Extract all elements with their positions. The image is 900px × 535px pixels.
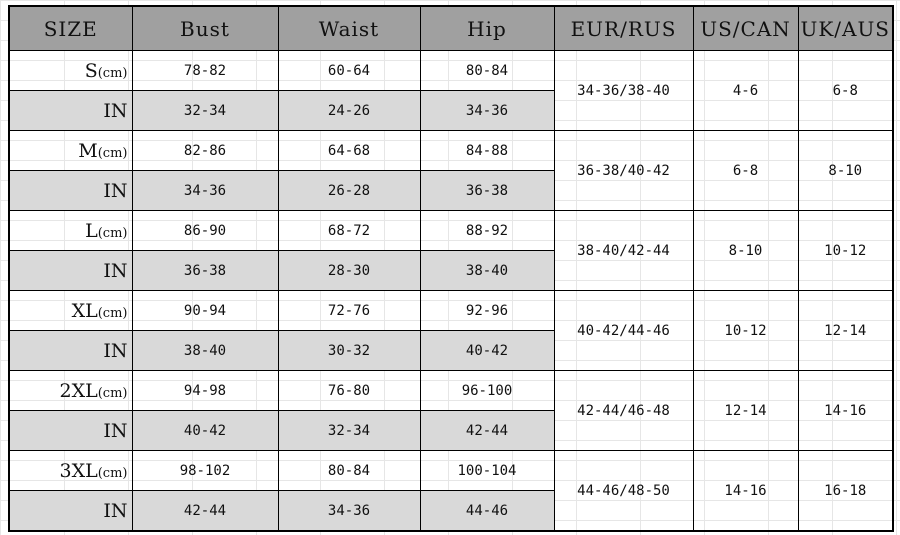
- bust-in-cell: 38-40: [131, 330, 279, 371]
- bust-cm-cell: 86-90: [131, 210, 279, 251]
- size-chart-table: SIZE Bust Waist Hip EUR/RUS US/CAN UK/AUS S(cm…: [8, 5, 894, 532]
- hip-in-cell: 42-44: [419, 410, 555, 451]
- bust-cm-cell: 90-94: [131, 290, 279, 331]
- waist-cm-cell: 76-80: [277, 370, 421, 411]
- hip-cm-cell: 88-92: [419, 210, 555, 251]
- size-row-inch: IN 38-40 30-32 40-42: [8, 330, 893, 371]
- inch-label: IN: [8, 490, 133, 532]
- hip-cm-cell: 100-104: [419, 450, 555, 491]
- waist-cm-cell: 68-72: [277, 210, 421, 251]
- size-row-inch: IN 36-38 28-30 38-40: [8, 250, 893, 291]
- eur-rus-cell: 38-40/42-44: [553, 210, 694, 291]
- waist-in-cell: 30-32: [277, 330, 421, 371]
- size-name: S: [84, 59, 98, 82]
- eur-rus-cell: 40-42/44-46: [553, 290, 694, 371]
- size-unit: (cm): [97, 305, 128, 321]
- waist-cm-cell: 72-76: [277, 290, 421, 331]
- us-can-cell: 10-12: [692, 290, 799, 371]
- header-hip: Hip: [419, 5, 555, 51]
- us-can-cell: 8-10: [692, 210, 799, 291]
- size-name: M: [78, 139, 98, 162]
- size-label: S(cm): [8, 50, 133, 91]
- waist-cm-cell: 64-68: [277, 130, 421, 171]
- size-unit: (cm): [97, 465, 128, 481]
- size-unit: (cm): [97, 65, 128, 81]
- inch-label: IN: [8, 90, 133, 131]
- hip-cm-cell: 96-100: [419, 370, 555, 411]
- eur-rus-cell: 44-46/48-50: [553, 450, 694, 532]
- uk-aus-cell: 8-10: [797, 130, 894, 211]
- hip-cm-cell: 84-88: [419, 130, 555, 171]
- size-name: 2XL: [59, 379, 98, 402]
- hip-in-cell: 36-38: [419, 170, 555, 211]
- size-label: L(cm): [8, 210, 133, 251]
- us-can-cell: 14-16: [692, 450, 799, 532]
- hip-in-cell: 40-42: [419, 330, 555, 371]
- waist-in-cell: 28-30: [277, 250, 421, 291]
- bust-cm-cell: 78-82: [131, 50, 279, 91]
- size-label: XL(cm): [8, 290, 133, 331]
- size-row-cm: L(cm) 86-90 68-72 88-92 38-40/42-44 8-10 10-12: [8, 210, 894, 291]
- uk-aus-cell: 12-14: [797, 290, 894, 371]
- us-can-cell: 4-6: [692, 50, 799, 131]
- eur-rus-cell: 36-38/40-42: [553, 130, 694, 211]
- hip-cm-cell: 92-96: [419, 290, 555, 331]
- hip-in-cell: 44-46: [419, 490, 555, 532]
- bust-in-cell: 40-42: [131, 410, 279, 451]
- bust-cm-cell: 94-98: [131, 370, 279, 411]
- eur-rus-cell: 34-36/38-40: [553, 50, 694, 131]
- bust-in-cell: 36-38: [131, 250, 279, 291]
- size-row-inch: IN 32-34 24-26 34-36: [8, 90, 893, 131]
- uk-aus-cell: 16-18: [797, 450, 894, 532]
- inch-label: IN: [8, 330, 133, 371]
- us-can-cell: 6-8: [692, 130, 799, 211]
- size-row-inch: IN 42-44 34-36 44-46: [8, 490, 893, 532]
- header-row: SIZE Bust Waist Hip EUR/RUS US/CAN UK/AUS: [8, 5, 894, 51]
- waist-in-cell: 32-34: [277, 410, 421, 451]
- size-row-cm: S(cm) 78-82 60-64 80-84 34-36/38-40 4-6 6-8: [8, 50, 894, 131]
- size-row-cm: 2XL(cm) 94-98 76-80 96-100 42-44/46-48 12-14 1…: [8, 370, 894, 451]
- size-name: 3XL: [59, 459, 98, 482]
- waist-cm-cell: 60-64: [277, 50, 421, 91]
- header-eur-rus: EUR/RUS: [553, 5, 694, 51]
- waist-in-cell: 34-36: [277, 490, 421, 532]
- size-unit: (cm): [97, 145, 128, 161]
- waist-cm-cell: 80-84: [277, 450, 421, 491]
- header-uk-aus: UK/AUS: [797, 5, 894, 51]
- hip-in-cell: 38-40: [419, 250, 555, 291]
- hip-cm-cell: 80-84: [419, 50, 555, 91]
- size-name: XL: [71, 299, 98, 322]
- uk-aus-cell: 6-8: [797, 50, 894, 131]
- bust-in-cell: 42-44: [131, 490, 279, 532]
- bust-in-cell: 34-36: [131, 170, 279, 211]
- header-bust: Bust: [131, 5, 279, 51]
- size-row-cm: M(cm) 82-86 64-68 84-88 36-38/40-42 6-8 8-10: [8, 130, 894, 211]
- uk-aus-cell: 10-12: [797, 210, 894, 291]
- us-can-cell: 12-14: [692, 370, 799, 451]
- size-row-cm: XL(cm) 90-94 72-76 92-96 40-42/44-46 10-12 12-…: [8, 290, 894, 371]
- inch-label: IN: [8, 170, 133, 211]
- bust-cm-cell: 98-102: [131, 450, 279, 491]
- size-label: 3XL(cm): [8, 450, 133, 491]
- size-name: L: [85, 219, 98, 242]
- waist-in-cell: 26-28: [277, 170, 421, 211]
- hip-in-cell: 34-36: [419, 90, 555, 131]
- size-unit: (cm): [97, 225, 128, 241]
- size-label: M(cm): [8, 130, 133, 171]
- bust-cm-cell: 82-86: [131, 130, 279, 171]
- header-size: SIZE: [8, 5, 133, 51]
- size-row-cm: 3XL(cm) 98-102 80-84 100-104 44-46/48-50 14-1…: [8, 450, 894, 532]
- size-row-inch: IN 34-36 26-28 36-38: [8, 170, 893, 211]
- size-unit: (cm): [97, 385, 128, 401]
- header-waist: Waist: [277, 5, 421, 51]
- bust-in-cell: 32-34: [131, 90, 279, 131]
- uk-aus-cell: 14-16: [797, 370, 894, 451]
- waist-in-cell: 24-26: [277, 90, 421, 131]
- eur-rus-cell: 42-44/46-48: [553, 370, 694, 451]
- inch-label: IN: [8, 410, 133, 451]
- inch-label: IN: [8, 250, 133, 291]
- header-us-can: US/CAN: [692, 5, 799, 51]
- size-label: 2XL(cm): [8, 370, 133, 411]
